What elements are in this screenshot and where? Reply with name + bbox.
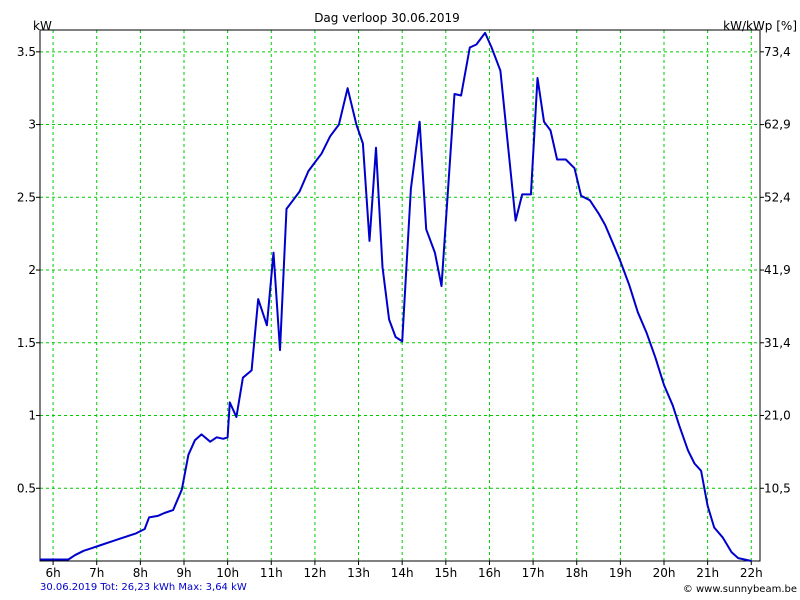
y-tick-labels: 0.5 1 1.5 2 2.5 3 3.5 <box>17 45 36 495</box>
chart-title: Dag verloop 30.06.2019 <box>314 11 460 25</box>
y-tick-label: 3 <box>28 118 36 132</box>
series-line-power <box>40 31 752 562</box>
x-tick-label: 14h <box>391 566 414 580</box>
x-tick-label: 7h <box>89 566 104 580</box>
y2-tick-label: 73,4 <box>764 45 791 59</box>
y2-tick-labels: 10,5 21,0 31,4 41,9 52,4 62,9 73,4 <box>764 45 791 495</box>
x-tick-labels: 6h 7h 8h 9h 10h 11h 12h 13h 14h 15h 16h 17h 18h 19h 20… <box>45 566 762 580</box>
y-tick-label: 3.5 <box>17 45 36 59</box>
x-tick-label: 17h <box>522 566 545 580</box>
y2-tick-label: 52,4 <box>764 190 791 204</box>
x-tick-label: 6h <box>45 566 60 580</box>
x-tick-label: 9h <box>176 566 191 580</box>
y-axis-label: kW <box>33 19 52 33</box>
y2-axis-label: kW/kWp [%] <box>723 19 797 33</box>
grid <box>36 30 764 565</box>
x-tick-label: 11h <box>260 566 283 580</box>
footer-credit: © www.sunnybeam.be <box>682 584 797 595</box>
y-tick-label: 0.5 <box>17 481 36 495</box>
x-tick-label: 18h <box>565 566 588 580</box>
y2-tick-label: 41,9 <box>764 263 791 277</box>
y2-tick-label: 62,9 <box>764 118 791 132</box>
x-tick-label: 13h <box>347 566 370 580</box>
y2-tick-label: 10,5 <box>764 481 791 495</box>
x-tick-label: 12h <box>303 566 326 580</box>
plot-frame <box>39 29 761 562</box>
x-tick-label: 10h <box>216 566 239 580</box>
x-tick-label: 8h <box>133 566 148 580</box>
x-tick-label: 20h <box>653 566 676 580</box>
y-tick-label: 1.5 <box>17 336 36 350</box>
y-tick-label: 2 <box>28 263 36 277</box>
x-tick-label: 16h <box>478 566 501 580</box>
y2-tick-label: 21,0 <box>764 409 791 423</box>
y-tick-label: 2.5 <box>17 190 36 204</box>
x-tick-label: 22h <box>740 566 763 580</box>
x-tick-label: 15h <box>434 566 457 580</box>
y2-tick-label: 31,4 <box>764 336 791 350</box>
x-tick-label: 19h <box>609 566 632 580</box>
footer-summary: 30.06.2019 Tot: 26,23 kWh Max: 3,64 kW <box>40 582 247 593</box>
y-tick-label: 1 <box>28 409 36 423</box>
x-tick-label: 21h <box>696 566 719 580</box>
